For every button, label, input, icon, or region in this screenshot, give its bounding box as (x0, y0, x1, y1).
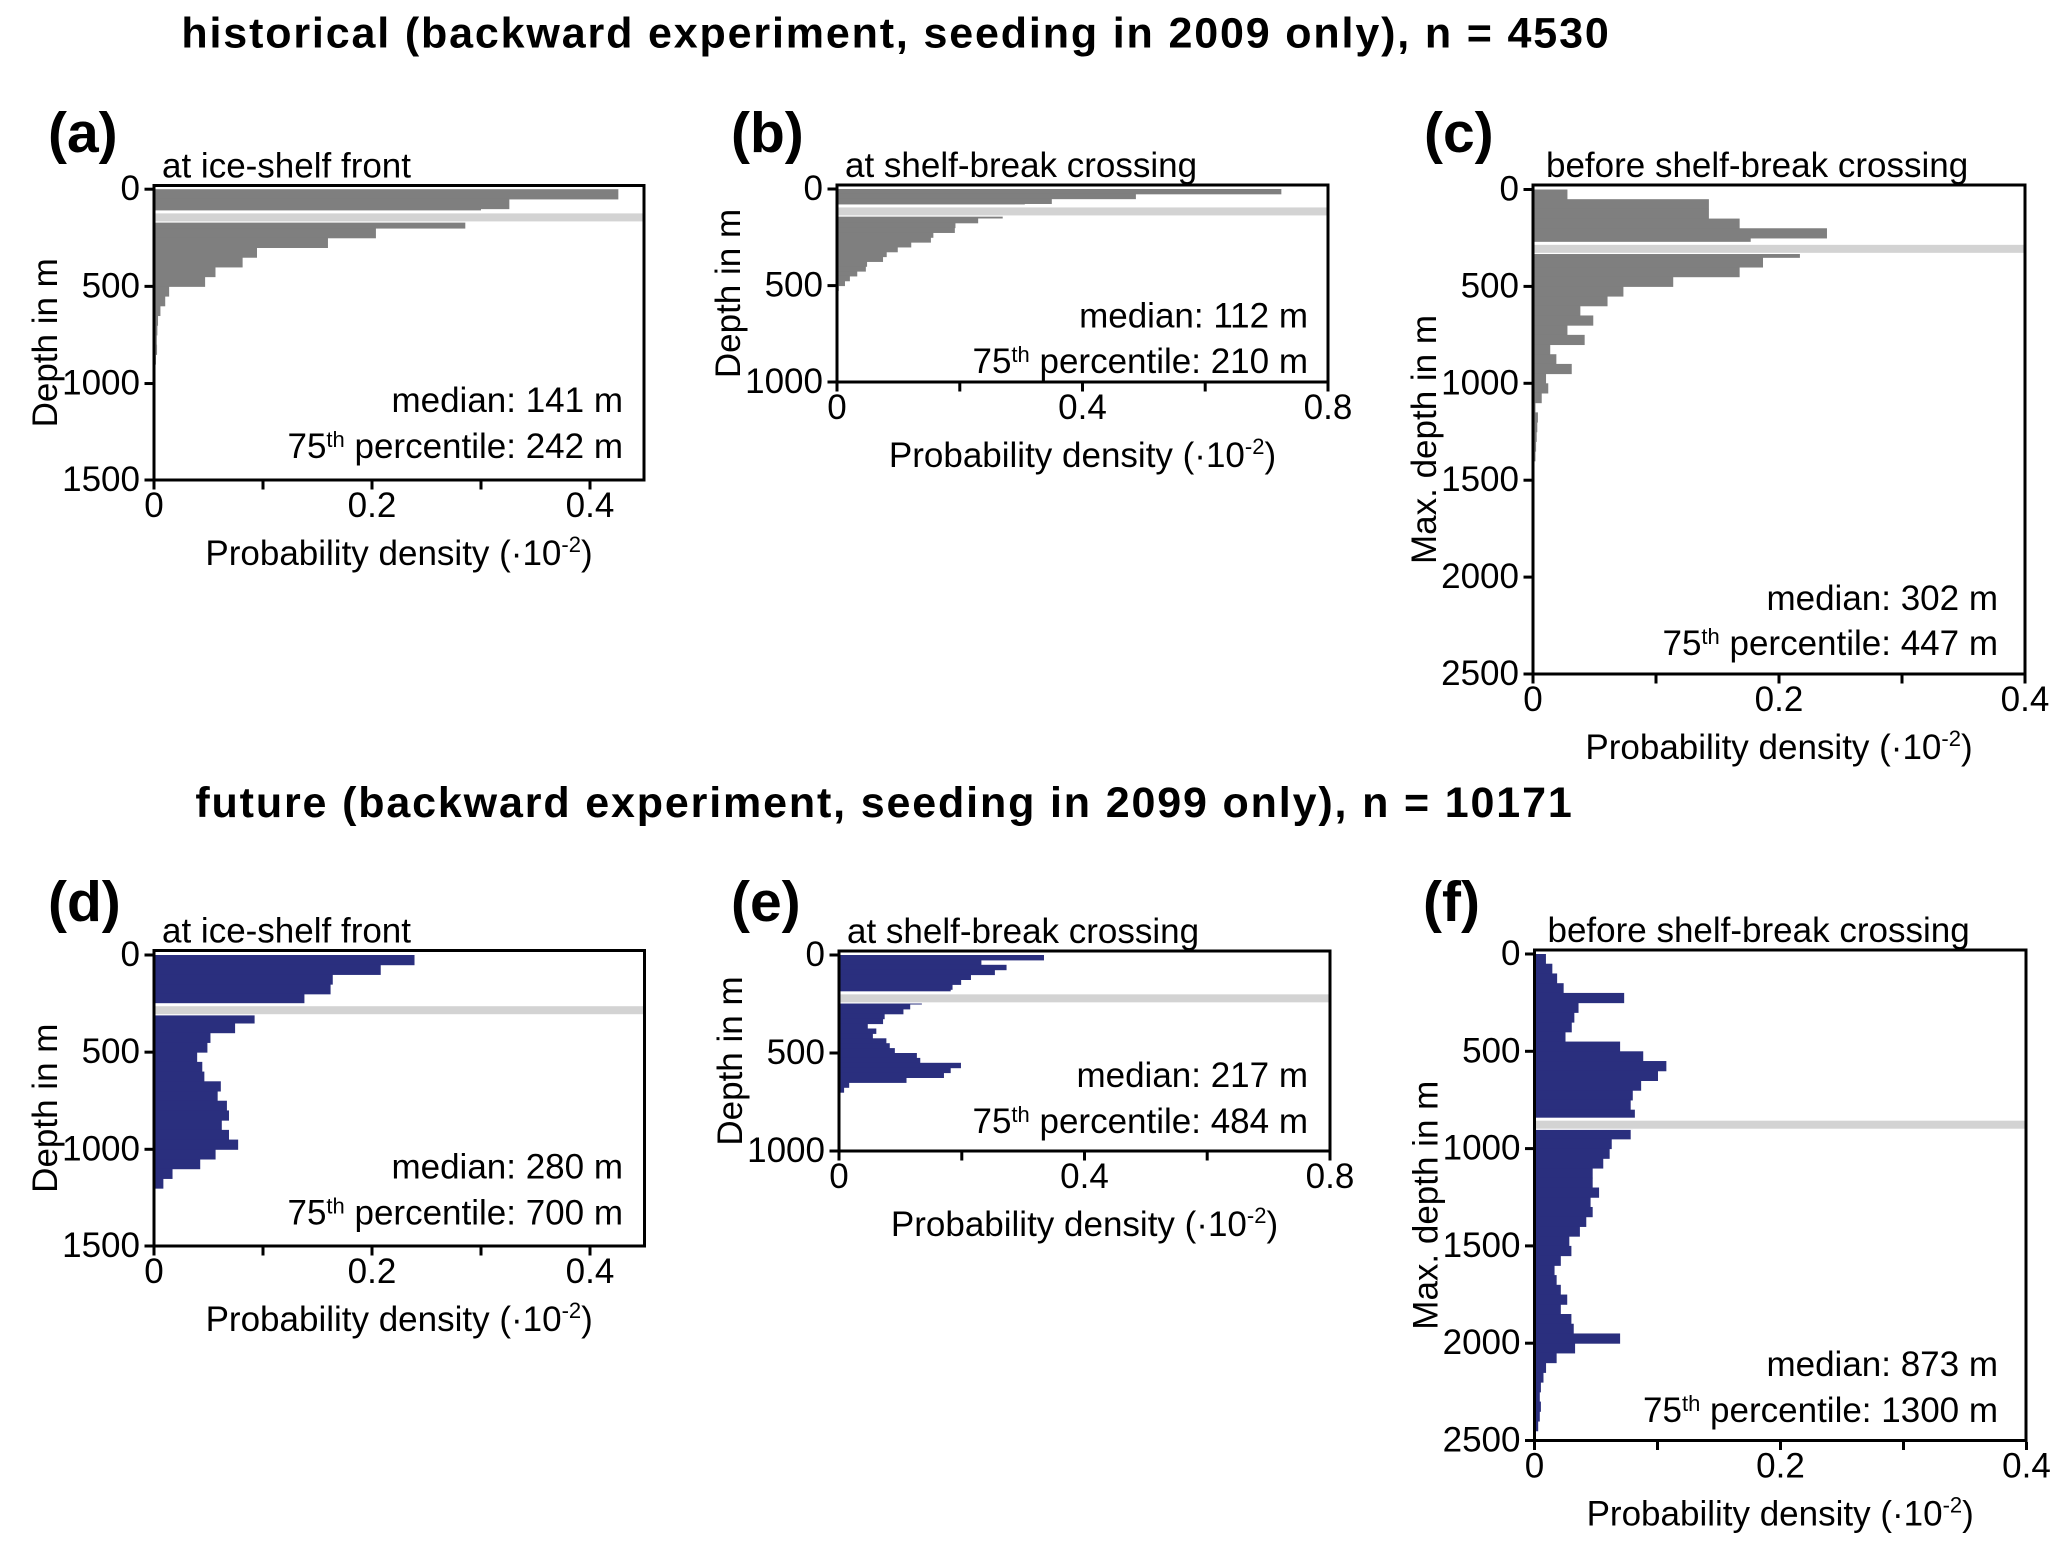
svg-text:(d): (d) (48, 870, 121, 934)
svg-text:before shelf-break crossing: before shelf-break crossing (1546, 146, 1968, 185)
svg-text:future (backward experiment, s: future (backward experiment, seeding in … (195, 779, 1573, 827)
svg-text:0: 0 (1501, 934, 1520, 973)
svg-text:(c): (c) (1424, 101, 1494, 165)
svg-text:500: 500 (1461, 266, 1519, 305)
svg-text:0.8: 0.8 (1306, 1157, 1355, 1196)
svg-text:2000: 2000 (1441, 557, 1519, 596)
svg-text:0: 0 (144, 1252, 163, 1291)
svg-text:Depth in m: Depth in m (26, 1024, 65, 1193)
svg-text:75th percentile: 1300 m: 75th percentile: 1300 m (1643, 1391, 1998, 1430)
svg-text:median: 873 m: median: 873 m (1766, 1345, 1998, 1384)
svg-text:Depth in m: Depth in m (711, 976, 750, 1145)
svg-text:Probability density (·10-2): Probability density (·10-2) (1585, 726, 1972, 767)
svg-text:0.2: 0.2 (1755, 680, 1804, 719)
svg-text:500: 500 (1462, 1031, 1520, 1070)
svg-text:0: 0 (1523, 680, 1542, 719)
svg-text:median: 141 m: median: 141 m (391, 381, 623, 420)
svg-text:2500: 2500 (1441, 654, 1519, 693)
svg-text:median: 280 m: median: 280 m (391, 1148, 623, 1187)
svg-text:1500: 1500 (1443, 1226, 1521, 1265)
svg-text:1500: 1500 (1441, 460, 1519, 499)
svg-text:1000: 1000 (62, 1129, 140, 1168)
svg-text:0: 0 (121, 169, 140, 208)
svg-text:75th percentile: 242 m: 75th percentile: 242 m (287, 427, 623, 466)
svg-text:0: 0 (827, 388, 846, 427)
svg-text:0.4: 0.4 (2002, 1447, 2051, 1486)
svg-text:0: 0 (144, 486, 163, 525)
svg-text:0.2: 0.2 (348, 1252, 397, 1291)
svg-text:Depth in m: Depth in m (709, 209, 748, 378)
svg-text:Probability density (·10-2): Probability density (·10-2) (205, 532, 592, 573)
svg-text:0: 0 (1500, 170, 1519, 209)
svg-text:500: 500 (82, 1032, 140, 1071)
svg-text:0: 0 (829, 1157, 848, 1196)
svg-text:1500: 1500 (62, 460, 140, 499)
svg-text:before shelf-break crossing: before shelf-break crossing (1548, 911, 1970, 950)
svg-text:0: 0 (1525, 1447, 1544, 1486)
svg-text:0.2: 0.2 (348, 486, 397, 525)
svg-text:(f): (f) (1423, 870, 1480, 934)
svg-text:Probability density (·10-2): Probability density (·10-2) (1587, 1493, 1974, 1534)
svg-text:0.4: 0.4 (1058, 388, 1107, 427)
svg-text:(e): (e) (731, 870, 801, 934)
svg-text:at ice-shelf front: at ice-shelf front (162, 912, 411, 951)
svg-text:2500: 2500 (1443, 1421, 1521, 1460)
svg-text:Depth in m: Depth in m (26, 258, 65, 427)
svg-text:500: 500 (82, 266, 140, 305)
svg-text:1000: 1000 (745, 362, 823, 401)
svg-text:2000: 2000 (1443, 1323, 1521, 1362)
svg-text:1000: 1000 (1443, 1129, 1521, 1168)
svg-text:0: 0 (121, 935, 140, 974)
svg-text:historical (backward experimen: historical (backward experiment, seeding… (181, 10, 1610, 58)
svg-text:0.2: 0.2 (1756, 1447, 1805, 1486)
svg-text:(b): (b) (731, 101, 804, 165)
svg-text:0: 0 (804, 169, 823, 208)
svg-text:0.4: 0.4 (1060, 1157, 1109, 1196)
svg-text:at shelf-break crossing: at shelf-break crossing (845, 146, 1197, 185)
svg-text:0: 0 (806, 935, 825, 974)
svg-text:median: 302 m: median: 302 m (1766, 579, 1998, 618)
svg-text:75th percentile: 447 m: 75th percentile: 447 m (1662, 624, 1998, 663)
svg-text:1000: 1000 (1441, 363, 1519, 402)
svg-text:Probability density (·10-2): Probability density (·10-2) (891, 1203, 1278, 1244)
svg-text:Max. depth in m: Max. depth in m (1407, 1081, 1446, 1330)
svg-text:0.4: 0.4 (2001, 680, 2050, 719)
svg-text:at shelf-break crossing: at shelf-break crossing (847, 912, 1199, 951)
svg-text:median: 112 m: median: 112 m (1079, 297, 1308, 336)
svg-text:(a): (a) (48, 101, 118, 165)
svg-text:500: 500 (767, 1033, 825, 1072)
svg-text:0.4: 0.4 (566, 1252, 615, 1291)
svg-text:Max. depth in m: Max. depth in m (1405, 315, 1444, 564)
svg-text:1000: 1000 (62, 364, 140, 403)
svg-text:500: 500 (765, 266, 823, 305)
svg-text:Probability density (·10-2): Probability density (·10-2) (889, 434, 1276, 475)
svg-text:1000: 1000 (747, 1131, 825, 1170)
svg-text:0.4: 0.4 (566, 486, 615, 525)
svg-text:1500: 1500 (62, 1226, 140, 1265)
svg-text:median: 217 m: median: 217 m (1076, 1056, 1308, 1095)
svg-text:at ice-shelf front: at ice-shelf front (162, 147, 411, 186)
svg-text:0.8: 0.8 (1304, 388, 1353, 427)
svg-text:Probability density (·10-2): Probability density (·10-2) (206, 1298, 593, 1339)
